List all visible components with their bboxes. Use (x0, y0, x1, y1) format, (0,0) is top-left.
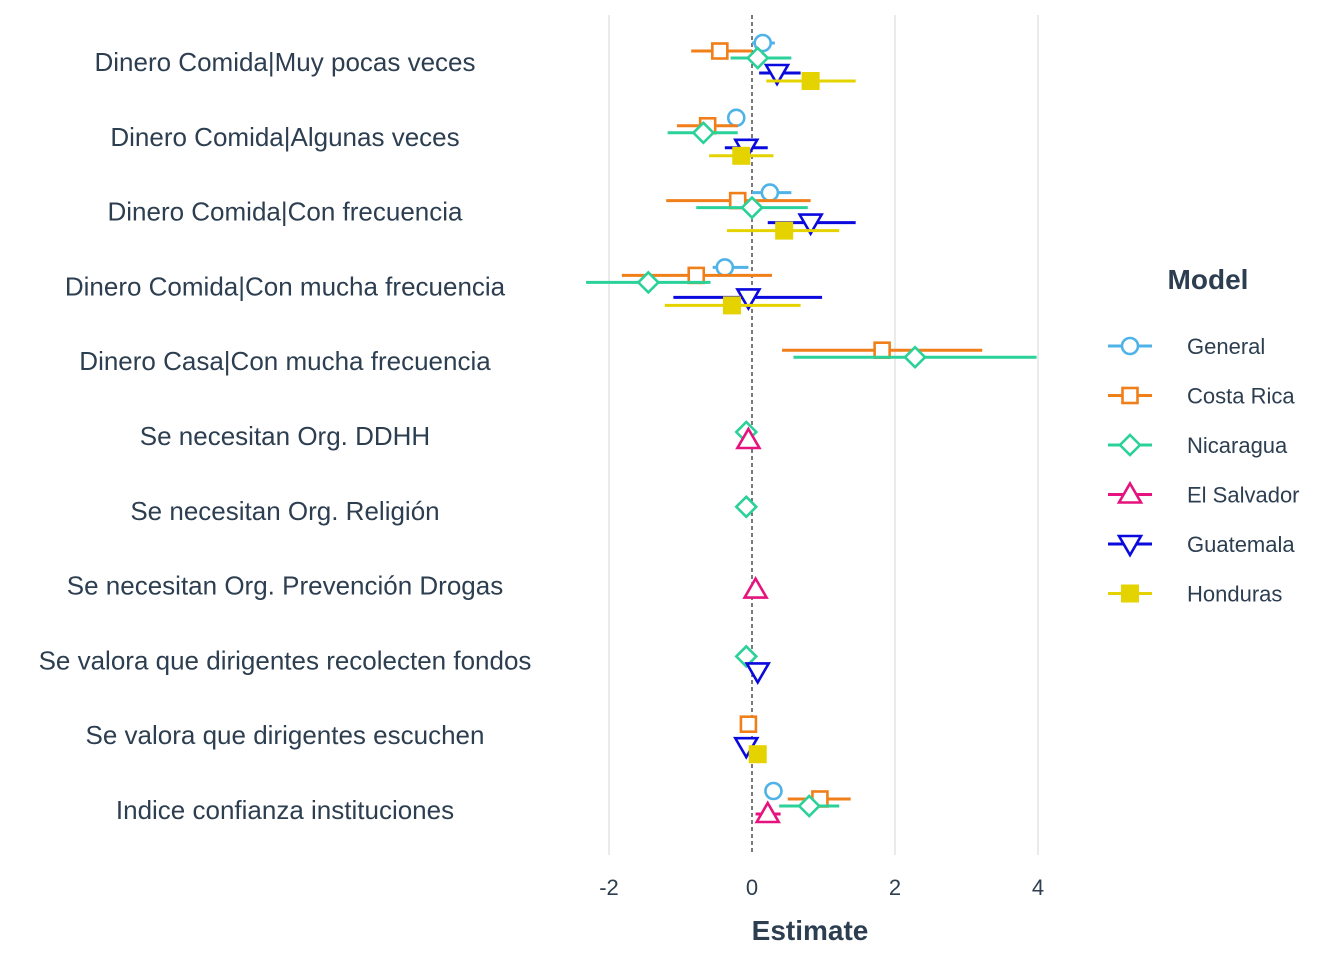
y-label-se-valora-que-dirigentes-escuchen: Se valora que dirigentes escuchen (86, 720, 485, 750)
data-marks (586, 33, 1037, 824)
point-general-1 (726, 108, 746, 128)
legend-label-el-salvador: El Salvador (1187, 483, 1300, 508)
series-guatemala (673, 63, 856, 760)
legend-key-guatemala (1116, 534, 1144, 558)
x-tick-neg2: -2 (599, 875, 619, 900)
legend-item-el-salvador: El Salvador (1108, 480, 1300, 508)
series-el-salvador (735, 426, 781, 824)
point-guatemala-8 (744, 662, 771, 685)
x-axis-title: Estimate (752, 915, 869, 946)
point-nicaragua-6 (734, 494, 759, 519)
point-costa-rica-4 (873, 341, 891, 360)
point-costa-rica-0 (711, 42, 729, 60)
legend-key-general (1120, 336, 1140, 356)
y-label-dinero-comida-muy-pocas-veces: Dinero Comida|Muy pocas veces (94, 47, 475, 77)
legend-label-guatemala: Guatemala (1187, 532, 1295, 557)
point-honduras-0 (801, 72, 820, 90)
point-general-10 (764, 781, 783, 801)
point-nicaragua-0 (745, 46, 770, 70)
series-nicaragua (586, 46, 1037, 818)
legend-key-honduras (1121, 584, 1139, 603)
legend-item-honduras: Honduras (1108, 582, 1282, 607)
x-axis-ticks: -2 0 2 4 (599, 875, 1044, 900)
point-honduras-9 (748, 745, 767, 764)
point-nicaragua-10 (797, 794, 822, 818)
legend-key-el-salvador (1116, 480, 1144, 504)
point-nicaragua-3 (636, 270, 661, 295)
point-nicaragua-4 (903, 345, 927, 370)
point-el-salvador-10 (754, 800, 781, 824)
y-label-se-valora-que-dirigentes-recolecten-fondos: Se valora que dirigentes recolecten fond… (39, 645, 532, 675)
point-general-2 (760, 183, 780, 202)
legend-label-nicaragua: Nicaragua (1187, 433, 1288, 458)
point-el-salvador-7 (742, 576, 769, 599)
legend-label-general: General (1187, 334, 1265, 359)
x-tick-2: 2 (889, 875, 901, 900)
y-label-dinero-comida-con-mucha-frecuencia: Dinero Comida|Con mucha frecuencia (65, 271, 506, 301)
point-guatemala-3 (735, 288, 762, 311)
y-axis-labels: Dinero Comida|Muy pocas veces Dinero Comi… (39, 47, 532, 825)
legend: Model General Costa Rica Nicaragua El Salva… (1108, 264, 1300, 607)
point-nicaragua-8 (734, 644, 759, 669)
point-nicaragua-2 (740, 195, 764, 220)
legend-item-general: General (1108, 334, 1265, 359)
series-honduras (664, 72, 856, 764)
series-general (712, 33, 792, 801)
y-label-indice-confianza-instituciones: Indice confianza instituciones (116, 795, 454, 825)
y-label-dinero-comida-con-frecuencia: Dinero Comida|Con frecuencia (107, 197, 463, 227)
legend-item-costa-rica: Costa Rica (1108, 384, 1295, 409)
point-el-salvador-5 (735, 426, 762, 450)
legend-title: Model (1168, 264, 1249, 295)
y-label-se-necesitan-org-ddhh: Se necesitan Org. DDHH (140, 421, 430, 451)
y-label-dinero-casa-con-mucha-frecuencia: Dinero Casa|Con mucha frecuencia (79, 346, 491, 376)
point-nicaragua-1 (691, 120, 716, 145)
point-honduras-2 (775, 221, 794, 240)
point-guatemala-2 (797, 213, 824, 237)
legend-item-nicaragua: Nicaragua (1108, 433, 1288, 458)
point-honduras-1 (732, 146, 751, 165)
y-label-se-necesitan-org-religio-n: Se necesitan Org. Religión (130, 496, 439, 526)
legend-label-honduras: Honduras (1187, 582, 1282, 607)
point-costa-rica-9 (739, 715, 758, 734)
legend-label-costa-rica: Costa Rica (1187, 384, 1295, 409)
point-general-0 (753, 33, 773, 53)
y-label-dinero-comida-algunas-veces: Dinero Comida|Algunas veces (110, 122, 459, 152)
grid-lines (608, 15, 1039, 855)
legend-item-guatemala: Guatemala (1108, 532, 1295, 558)
y-label-se-necesitan-org-prevencio-n-drogas: Se necesitan Org. Prevención Drogas (67, 571, 503, 601)
series-costa-rica (621, 42, 983, 808)
point-guatemala-0 (763, 63, 791, 87)
x-tick-4: 4 (1032, 875, 1044, 900)
x-tick-0: 0 (746, 875, 758, 900)
legend-key-costa-rica (1121, 386, 1139, 405)
point-general-3 (715, 258, 735, 277)
point-honduras-3 (722, 296, 741, 315)
point-costa-rica-3 (687, 266, 706, 285)
legend-key-nicaragua (1118, 433, 1142, 457)
